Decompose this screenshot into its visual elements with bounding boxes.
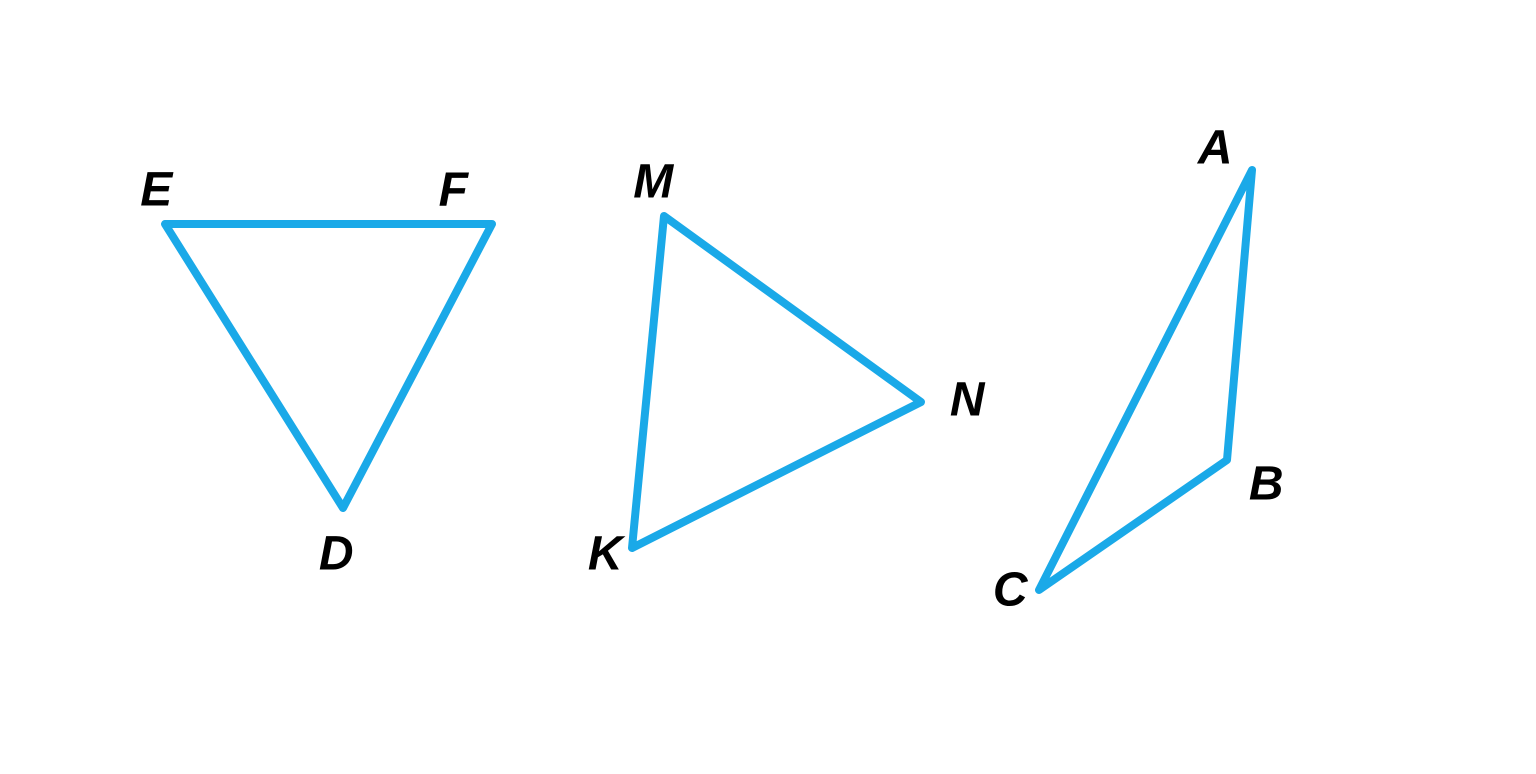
triangle-efd — [165, 224, 492, 508]
label-A: A — [1198, 121, 1232, 176]
label-K: K — [588, 527, 622, 582]
triangle-efd-shape — [165, 224, 492, 508]
label-E: E — [140, 163, 172, 218]
label-B: B — [1249, 457, 1283, 512]
triangle-abc — [1039, 170, 1252, 590]
label-D: D — [319, 527, 353, 582]
label-M: M — [633, 155, 672, 210]
label-F: F — [439, 163, 468, 218]
label-N: N — [950, 373, 984, 428]
triangle-abc-shape — [1039, 170, 1252, 590]
triangle-mnk-shape — [632, 216, 921, 548]
triangle-mnk — [632, 216, 921, 548]
diagram-canvas — [0, 0, 1536, 774]
label-C: C — [993, 563, 1027, 618]
